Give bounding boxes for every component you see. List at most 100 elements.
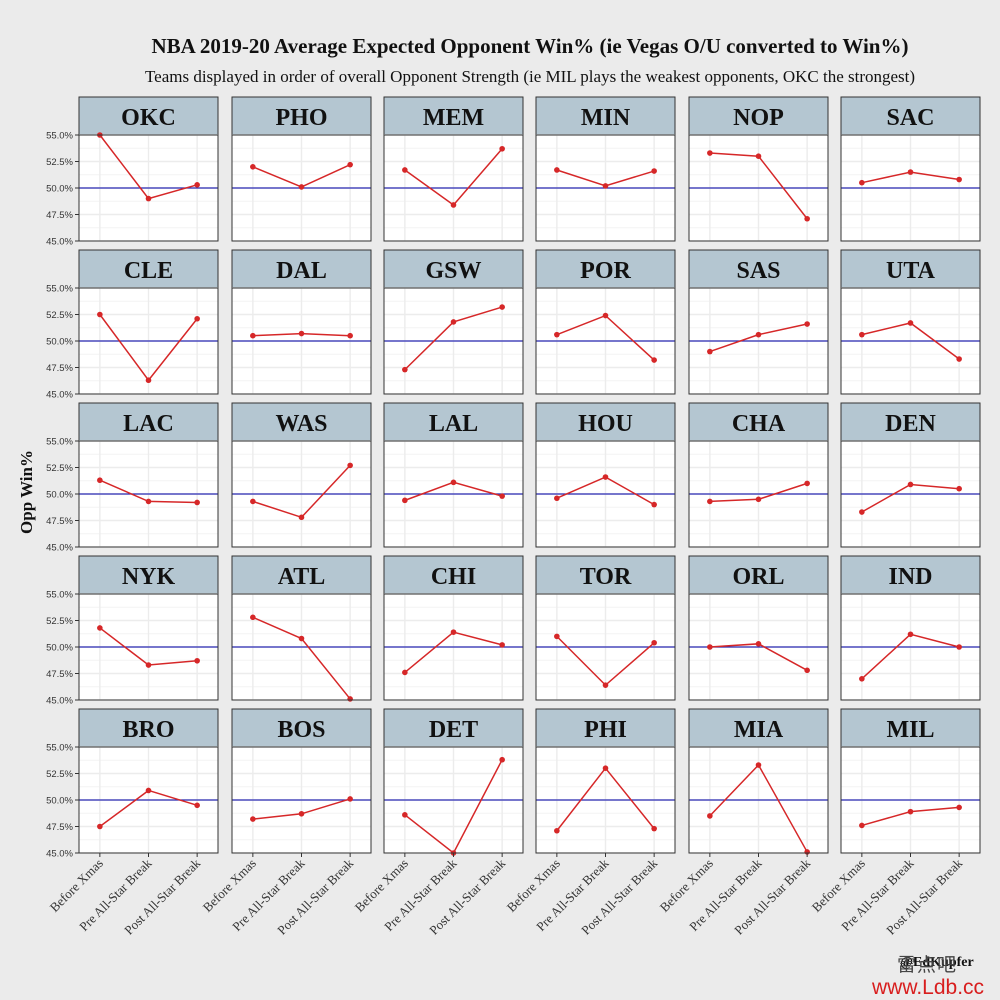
panel-border: [383, 440, 524, 548]
data-point: [402, 669, 408, 676]
facet-strip: [688, 96, 829, 136]
watermark-url: www.Ldb.cc: [872, 976, 985, 999]
y-tick-label: 55.0%: [46, 437, 73, 448]
y-tick-label: 50.0%: [46, 184, 73, 195]
facet-panel-nyk: NYK 45.0% 47.5% 50.0% 52.5% 55.0%: [46, 555, 219, 707]
y-tick-label: 47.5%: [46, 822, 73, 833]
facet-panel-was: WAS: [231, 402, 372, 548]
data-point: [907, 481, 914, 488]
panel-border: [535, 440, 676, 548]
data-point: [402, 812, 408, 818]
facet-panel-lac: LAC 45.0% 47.5% 50.0% 52.5% 55.0%: [46, 402, 219, 554]
data-point: [956, 485, 962, 492]
data-point: [554, 495, 560, 502]
data-point: [602, 474, 609, 480]
watermark-chinese: 雷点吧: [897, 955, 958, 976]
facet-strip: [231, 555, 372, 595]
facet-title: HOU: [578, 411, 633, 437]
facet-panel-cha: CHA: [688, 402, 829, 548]
facet-panel-ind: IND: [840, 555, 981, 701]
facet-title: LAL: [429, 411, 478, 437]
facet-title: BRO: [122, 717, 174, 743]
data-point: [755, 762, 762, 768]
data-point: [450, 479, 457, 486]
panel-border: [535, 134, 676, 242]
data-point: [859, 331, 865, 338]
y-tick-label: 45.0%: [46, 237, 73, 248]
data-point: [499, 642, 505, 648]
data-point: [97, 625, 103, 631]
data-point: [554, 331, 560, 338]
facet-strip: [383, 249, 524, 289]
panel-border: [231, 287, 372, 395]
facet-title: MEM: [423, 105, 484, 131]
facet-panel-dal: DAL: [231, 249, 372, 395]
facet-strip: [688, 249, 829, 289]
y-tick-label: 50.0%: [46, 490, 73, 501]
facet-panel-orl: ORL: [688, 555, 829, 701]
data-point: [250, 498, 256, 505]
data-point: [250, 332, 256, 339]
data-point: [907, 808, 914, 815]
panel-border: [840, 593, 981, 701]
panel-border: [688, 593, 829, 701]
data-point: [755, 496, 762, 503]
data-point: [194, 182, 200, 188]
y-tick-label: 52.5%: [46, 157, 73, 168]
facet-strip: [688, 402, 829, 442]
facet-panel-cle: CLE 45.0% 47.5% 50.0% 52.5% 55.0%: [46, 249, 219, 401]
facet-title: SAC: [886, 105, 934, 131]
data-point: [907, 320, 914, 326]
panel-border: [231, 440, 372, 548]
facet-title: MIL: [887, 717, 935, 743]
data-point: [97, 311, 103, 318]
facet-strip: [78, 96, 219, 136]
facet-panel-pho: PHO: [231, 96, 372, 242]
facet-strip: [78, 708, 219, 748]
facet-strip: [78, 555, 219, 595]
facet-panel-chi: CHI: [383, 555, 524, 701]
facet-title: BOS: [277, 717, 325, 743]
data-point: [450, 319, 457, 325]
data-point: [859, 822, 865, 829]
y-tick-label: 47.5%: [46, 210, 73, 221]
facet-strip: [535, 249, 676, 289]
data-point: [956, 176, 962, 183]
data-point: [602, 312, 609, 319]
panel-border: [535, 287, 676, 395]
data-point: [194, 315, 200, 322]
panel-border: [383, 287, 524, 395]
facet-strip: [231, 249, 372, 289]
facet-strip: [535, 708, 676, 748]
data-point: [804, 480, 810, 487]
data-point: [651, 168, 657, 174]
panel-border: [840, 287, 981, 395]
data-point: [602, 765, 609, 771]
data-point: [298, 810, 305, 817]
facet-title: IND: [888, 564, 932, 590]
facet-title: DEN: [885, 411, 936, 437]
data-point: [347, 462, 353, 469]
data-point: [194, 802, 200, 809]
panel-border: [231, 134, 372, 242]
facet-strip: [840, 96, 981, 136]
facet-strip: [840, 402, 981, 442]
data-point: [859, 179, 865, 186]
data-point: [707, 813, 713, 819]
data-point: [956, 804, 962, 811]
data-point: [402, 167, 408, 173]
data-point: [602, 183, 609, 189]
facet-title: CHA: [732, 411, 786, 437]
data-point: [755, 153, 762, 159]
data-point: [755, 331, 762, 338]
data-point: [347, 696, 353, 702]
facet-panel-lal: LAL: [383, 402, 524, 548]
y-tick-label: 50.0%: [46, 643, 73, 654]
panel-border: [688, 134, 829, 242]
facet-panel-por: POR: [535, 249, 676, 395]
data-point: [804, 321, 810, 327]
y-tick-label: 52.5%: [46, 616, 73, 627]
y-tick-label: 47.5%: [46, 363, 73, 374]
